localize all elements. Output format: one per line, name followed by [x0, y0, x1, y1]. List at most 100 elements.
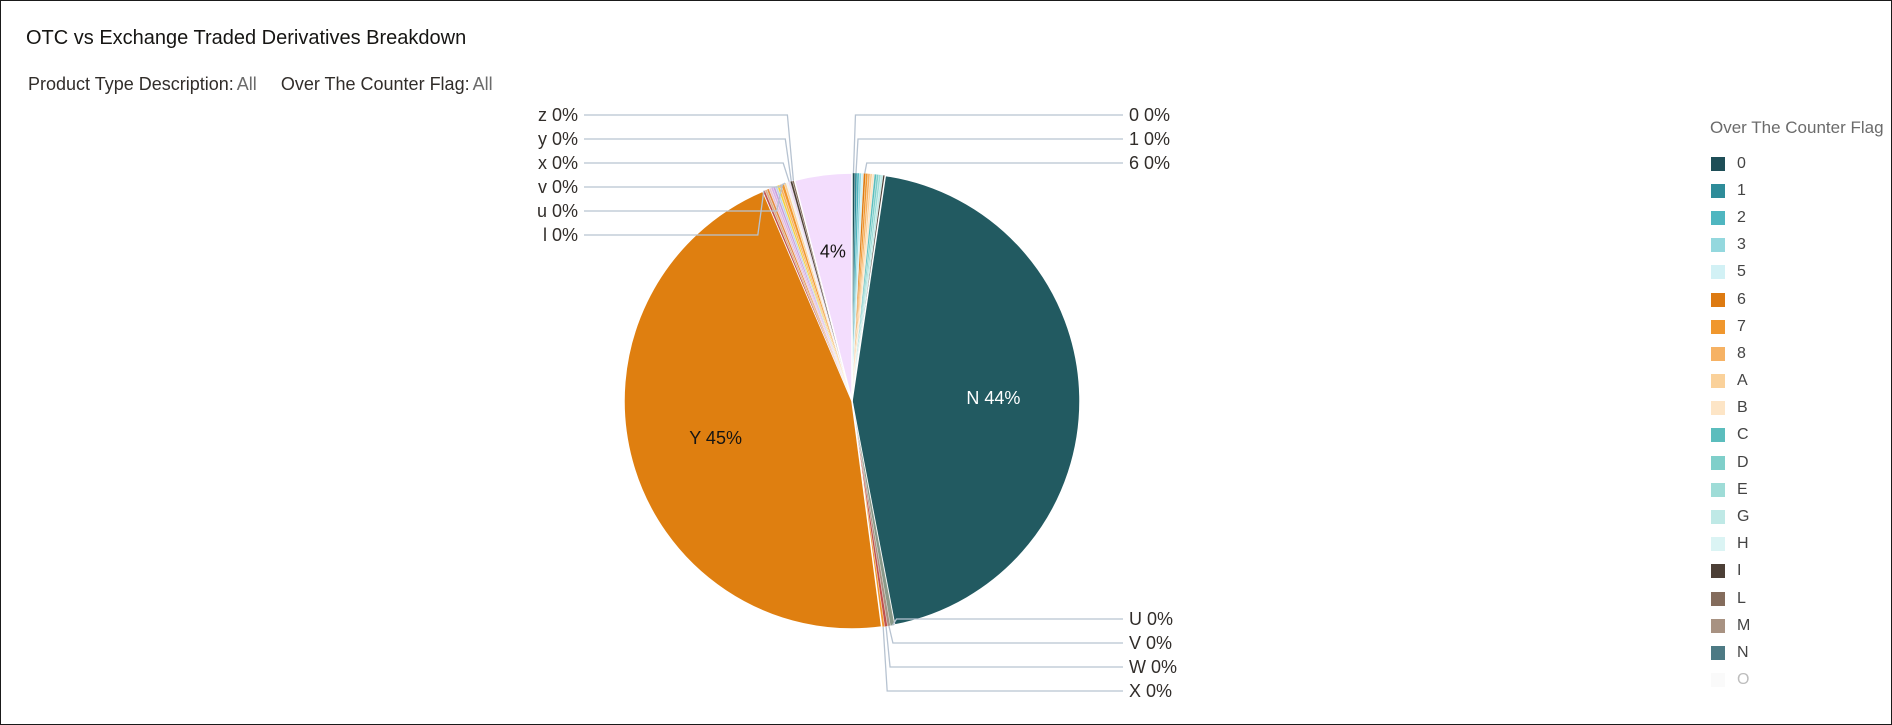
slice-label-other: 4%	[820, 242, 846, 262]
slice-label-X: X 0%	[1129, 681, 1172, 701]
legend-item[interactable]: 7	[1710, 313, 1890, 340]
pie-slice-other[interactable]	[793, 172, 853, 402]
legend-swatch	[1711, 156, 1725, 171]
legend-swatch	[1711, 265, 1725, 280]
legend-item[interactable]: O	[1710, 667, 1890, 691]
pie-slice-Y[interactable]	[623, 190, 883, 630]
legend-item[interactable]: B	[1710, 395, 1890, 422]
leader-line-V	[888, 625, 1123, 644]
legend-swatch	[1711, 374, 1725, 389]
legend-label: L	[1737, 589, 1746, 607]
filter-otc-flag-label: Over The Counter Flag:	[280, 74, 470, 94]
legend-swatch	[1711, 319, 1725, 334]
legend-swatch	[1711, 482, 1725, 497]
legend-item[interactable]: 5	[1710, 259, 1890, 286]
legend-label: E	[1737, 480, 1748, 498]
legend-item[interactable]: L	[1710, 585, 1890, 612]
pie-slices	[623, 172, 1081, 630]
legend-swatch	[1711, 210, 1725, 225]
legend-swatch	[1711, 346, 1725, 361]
legend-swatch	[1711, 401, 1725, 416]
legend-item[interactable]: 1	[1710, 177, 1890, 204]
leader-line-0	[852, 114, 1123, 174]
legend-label: M	[1737, 616, 1751, 634]
leader-line-y	[584, 138, 792, 182]
legend-swatch	[1711, 673, 1725, 688]
pie-slice-N[interactable]	[851, 174, 1081, 626]
slice-label-v: v 0%	[538, 177, 578, 197]
filter-product-type-label: Product Type Description:	[28, 74, 234, 94]
legend-label: A	[1737, 372, 1748, 390]
leader-line-l	[584, 190, 765, 236]
filter-bar: Product Type Description: All Over The Co…	[28, 74, 493, 95]
legend-swatch	[1711, 645, 1725, 660]
legend-item[interactable]: 0	[1710, 150, 1890, 177]
filter-otc-flag-value: All	[472, 74, 493, 94]
legend-swatch	[1711, 183, 1725, 198]
legend-swatch	[1711, 238, 1725, 253]
legend-item[interactable]: D	[1710, 449, 1890, 476]
legend-swatch	[1711, 455, 1725, 470]
leader-line-1	[855, 138, 1123, 174]
leader-line-6	[864, 162, 1123, 174]
legend-item[interactable]: N	[1710, 639, 1890, 666]
legend-item[interactable]: C	[1710, 422, 1890, 449]
pie-chart: 0 0% 1 0% 6 0% N 44% U 0% V 0% W 0% X 0% Y 45% l …	[537, 105, 1177, 701]
legend-item[interactable]: E	[1710, 476, 1890, 503]
leader-line-X	[882, 626, 1123, 692]
slice-label-N: N 44%	[966, 388, 1020, 408]
leader-line-z	[584, 114, 795, 181]
slice-label-6: 6 0%	[1129, 153, 1170, 173]
legend-swatch	[1711, 564, 1725, 579]
slice-label-W: W 0%	[1129, 657, 1177, 677]
legend-label: B	[1737, 399, 1748, 417]
slice-labels: 0 0% 1 0% 6 0% N 44% U 0% V 0% W 0% X 0% Y 45% l …	[537, 105, 1177, 701]
legend-item[interactable]: 8	[1710, 340, 1890, 367]
legend-title: Over The Counter Flag	[1710, 118, 1884, 137]
label-leader-lines	[584, 114, 1123, 692]
legend-item[interactable]: 3	[1710, 232, 1890, 259]
legend-label: C	[1737, 426, 1749, 444]
legend-item[interactable]: I	[1710, 558, 1890, 585]
slice-label-1: 1 0%	[1129, 129, 1170, 149]
slice-label-Y: Y 45%	[689, 428, 742, 448]
legend-item[interactable]: G	[1710, 503, 1890, 530]
legend-label: 0	[1737, 154, 1746, 172]
legend-label: H	[1737, 535, 1749, 553]
legend-label: 7	[1737, 317, 1746, 335]
legend-label: I	[1737, 562, 1742, 580]
legend-label: 5	[1737, 263, 1746, 281]
legend-item[interactable]: 6	[1710, 286, 1890, 313]
legend-item[interactable]: A	[1710, 368, 1890, 395]
leader-line-u	[584, 183, 784, 212]
legend-swatch	[1711, 510, 1725, 525]
legend-swatch	[1711, 428, 1725, 443]
legend-swatch	[1711, 292, 1725, 307]
slice-label-U: U 0%	[1129, 609, 1173, 629]
chart-title: OTC vs Exchange Traded Derivatives Break…	[26, 27, 467, 49]
slice-label-V: V 0%	[1129, 633, 1172, 653]
filter-product-type[interactable]: Product Type Description: All	[28, 74, 262, 94]
legend-swatch	[1711, 618, 1725, 633]
slice-label-u: u 0%	[537, 201, 578, 221]
legend-label: G	[1737, 508, 1750, 526]
legend-label: D	[1737, 453, 1749, 471]
slice-label-l: l 0%	[543, 225, 578, 245]
legend-item[interactable]: M	[1710, 612, 1890, 639]
legend-item[interactable]: H	[1710, 531, 1890, 558]
legend-item[interactable]: 2	[1710, 204, 1890, 231]
slice-label-z: z 0%	[538, 105, 578, 125]
legend-label: O	[1737, 671, 1750, 689]
filter-otc-flag[interactable]: Over The Counter Flag: All	[281, 74, 493, 94]
filter-product-type-value: All	[236, 74, 257, 94]
legend-label: 1	[1737, 181, 1746, 199]
legend-label: N	[1737, 643, 1749, 661]
slice-label-y: y 0%	[538, 129, 578, 149]
legend-swatch	[1711, 591, 1725, 606]
leader-line-x	[584, 162, 790, 183]
legend-label: 3	[1737, 236, 1746, 254]
legend-label: 6	[1737, 290, 1746, 308]
legend-label: 8	[1737, 344, 1746, 362]
